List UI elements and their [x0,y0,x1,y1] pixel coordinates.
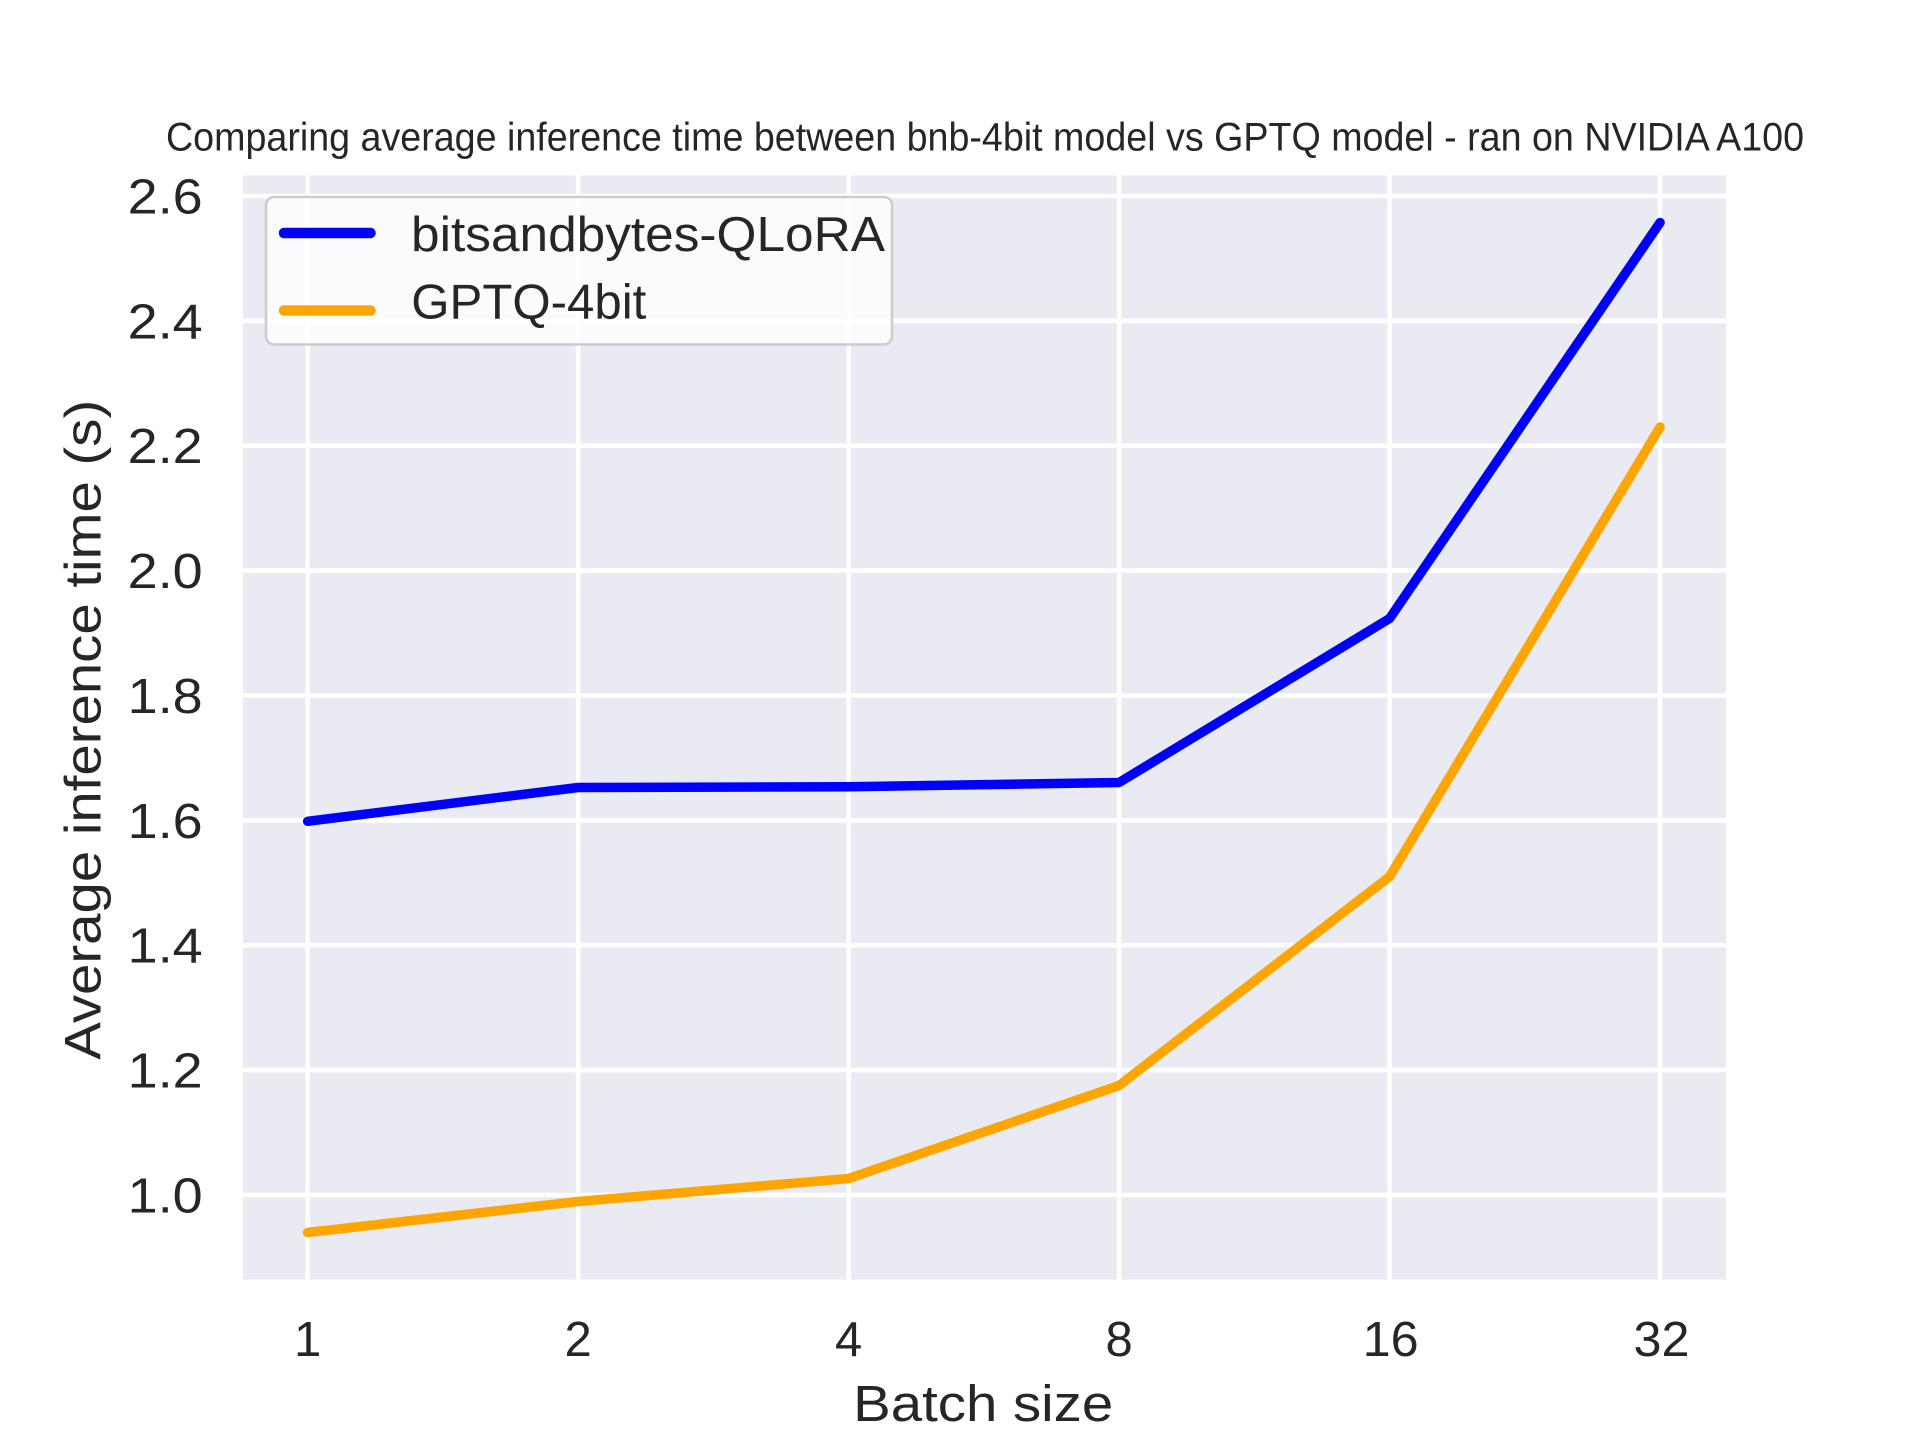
svg-text:2.2: 2.2 [128,420,203,474]
svg-text:2.6: 2.6 [128,171,203,225]
svg-text:1: 1 [294,1313,321,1367]
svg-text:2.4: 2.4 [128,295,203,349]
svg-text:Average inference time (s): Average inference time (s) [55,400,112,1060]
svg-text:1.8: 1.8 [128,670,203,724]
svg-text:bitsandbytes-QLoRA: bitsandbytes-QLoRA [411,208,885,262]
svg-text:2: 2 [564,1313,591,1367]
svg-text:4: 4 [835,1313,862,1367]
svg-text:GPTQ-4bit: GPTQ-4bit [411,275,646,329]
svg-text:1.2: 1.2 [128,1045,203,1099]
svg-text:Batch size: Batch size [853,1375,1113,1432]
svg-text:32: 32 [1634,1313,1690,1367]
svg-text:8: 8 [1105,1313,1132,1367]
svg-text:Comparing average inference ti: Comparing average inference time between… [166,115,1804,159]
svg-text:16: 16 [1363,1313,1419,1367]
svg-text:2.0: 2.0 [128,545,203,599]
svg-text:1.4: 1.4 [128,920,203,974]
svg-text:1.0: 1.0 [128,1170,203,1224]
svg-text:1.6: 1.6 [128,795,203,849]
